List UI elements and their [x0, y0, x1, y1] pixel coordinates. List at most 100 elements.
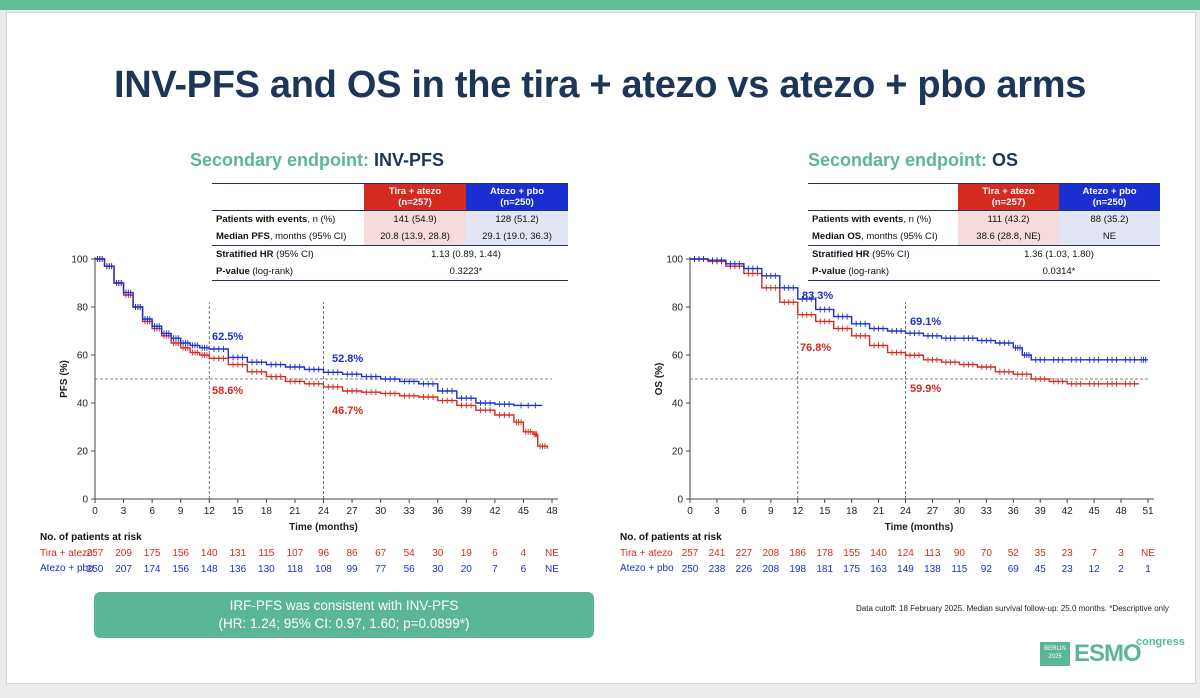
os-x-tick-label: 21: [873, 506, 885, 517]
pfs-risk-tira-value: 107: [286, 548, 304, 559]
pfs-header-atezo: Atezo + pbo (n=250): [466, 183, 568, 211]
pfs-risk-tira-value: 140: [200, 548, 218, 559]
pfs-risk-tira-value: NE: [545, 548, 559, 559]
pfs-risk-atezo-label: Atezo + pbo: [40, 563, 94, 574]
pfs-landmark-label: 58.6%: [212, 385, 243, 397]
pfs-risk-tira-value: 54: [403, 548, 415, 559]
pfs-series-tira-atezo-curve: [95, 258, 548, 449]
irf-pfs-callout: IRF-PFS was consistent with INV-PFS (HR:…: [94, 592, 594, 638]
pfs-y-axis-label: PFS (%): [59, 360, 70, 398]
pfs-x-tick-label: 42: [489, 506, 501, 517]
pfs-risk-tira-value: 209: [115, 548, 132, 559]
pfs-risk-tira-value: 19: [460, 548, 472, 559]
table-row: Median PFS, months (95% CI) 20.8 (13.9, …: [212, 228, 568, 246]
esmo-logo: BERLIN 2025 ESMO congress: [1040, 634, 1185, 668]
os-risk-atezo-value: 45: [1034, 564, 1046, 575]
os-y-axis-label: OS (%): [654, 363, 665, 396]
os-risk-atezo-value: 138: [924, 564, 941, 575]
pfs-risk-tira-value: 257: [86, 548, 104, 559]
os-series-tira-atezo-curve: [690, 258, 1140, 385]
pfs-risk-atezo-value: NE: [545, 564, 559, 575]
os-risk-tira-value: 23: [1061, 548, 1073, 559]
pfs-x-tick-label: 12: [204, 506, 216, 517]
os-risk-atezo-value: 92: [980, 564, 992, 575]
pfs-risk-atezo-value: 56: [403, 564, 415, 575]
pfs-y-tick-label: 40: [77, 399, 89, 410]
pfs-risk-atezo-value: 250: [86, 564, 104, 575]
pfs-header-tira: Tira + atezo (n=257): [364, 183, 466, 211]
pfs-x-tick-label: 48: [546, 506, 558, 517]
os-x-tick-label: 6: [741, 506, 747, 517]
os-y-tick-label: 60: [672, 351, 684, 362]
os-landmark-label: 69.1%: [910, 316, 941, 328]
os-x-tick-label: 36: [1008, 506, 1020, 517]
os-risk-atezo-value: 250: [681, 564, 699, 575]
pfs-x-tick-label: 27: [347, 506, 359, 517]
table-row: Median OS, months (95% CI) 38.6 (28.8, N…: [808, 228, 1160, 246]
pfs-risk-atezo-value: 148: [200, 564, 218, 575]
os-risk-tira-label: Tira + atezo: [620, 548, 673, 559]
os-risk-atezo-value: 163: [870, 564, 887, 575]
os-risk-tira-value: 35: [1034, 548, 1046, 559]
os-x-tick-label: 12: [792, 506, 804, 517]
pfs-risk-tira-value: 96: [317, 548, 330, 559]
pfs-risk-tira-value: 131: [229, 548, 247, 559]
os-landmark-label: 76.8%: [800, 342, 831, 354]
os-risk-tira-value: 52: [1007, 548, 1019, 559]
pfs-risk-atezo-value: 99: [346, 564, 358, 575]
pfs-risk-tira-value: 4: [520, 548, 527, 559]
os-risk-tira-value: 113: [924, 548, 941, 559]
os-y-tick-label: 40: [672, 399, 684, 410]
os-title-prefix: Secondary endpoint:: [808, 150, 988, 170]
pfs-x-axis-label: Time (months): [289, 522, 358, 533]
pfs-landmark-label: 52.8%: [332, 353, 363, 365]
os-x-tick-label: 15: [819, 506, 831, 517]
os-risk-header: No. of patients at risk: [620, 532, 722, 543]
pfs-x-tick-label: 9: [178, 506, 184, 517]
os-risk-tira-value: 178: [816, 548, 834, 559]
pfs-risk-atezo-value: 156: [172, 564, 190, 575]
os-panel-title: Secondary endpoint: OS: [808, 150, 1018, 171]
os-risk-tira-value: 155: [843, 548, 860, 559]
table-row: P-value (log-rank) 0.3223*: [216, 266, 483, 277]
os-risk-atezo-value: 175: [843, 564, 860, 575]
os-x-tick-label: 24: [900, 506, 912, 517]
page-title: INV-PFS and OS in the tira + atezo vs at…: [113, 64, 1087, 106]
table-row: Patients with events, n (%) 111 (43.2) 8…: [808, 210, 1160, 228]
os-y-tick-label: 20: [672, 447, 684, 458]
pfs-risk-atezo-value: 207: [115, 564, 132, 575]
os-y-tick-label: 80: [672, 303, 684, 314]
os-risk-tira-value: 124: [897, 548, 914, 559]
pfs-risk-tira-value: 156: [172, 548, 190, 559]
pfs-y-tick-label: 80: [77, 303, 89, 314]
os-risk-atezo-value: 238: [708, 564, 726, 575]
os-x-tick-label: 48: [1115, 506, 1127, 517]
pfs-risk-atezo-value: 108: [315, 564, 332, 575]
os-x-axis-label: Time (months): [885, 522, 954, 533]
os-x-tick-label: 0: [687, 506, 693, 517]
table-row: Patients with events, n (%) 141 (54.9) 1…: [212, 210, 568, 228]
os-x-tick-label: 3: [714, 506, 720, 517]
pfs-x-tick-label: 36: [432, 506, 444, 517]
os-x-tick-label: 18: [846, 506, 858, 517]
os-risk-tira-value: 70: [980, 548, 992, 559]
pfs-x-tick-label: 0: [92, 506, 98, 517]
pfs-y-tick-label: 0: [82, 495, 88, 506]
os-risk-atezo-value: 12: [1088, 564, 1100, 575]
os-risk-atezo-value: 198: [789, 564, 807, 575]
os-x-tick-label: 42: [1062, 506, 1074, 517]
os-risk-tira-value: 241: [708, 548, 726, 559]
os-risk-tira-value: NE: [1141, 548, 1155, 559]
os-risk-atezo-value: 226: [735, 564, 753, 575]
os-risk-atezo-value: 23: [1061, 564, 1073, 575]
pfs-risk-atezo-value: 136: [229, 564, 247, 575]
pfs-risk-tira-value: 115: [258, 548, 275, 559]
os-risk-atezo-value: 208: [762, 564, 780, 575]
os-risk-tira-value: 7: [1091, 548, 1097, 559]
pfs-y-tick-label: 100: [71, 255, 88, 266]
pfs-risk-atezo-value: 7: [492, 564, 498, 575]
pfs-summary-table: Tira + atezo (n=257) Atezo + pbo (n=250) P…: [212, 183, 568, 282]
pfs-risk-atezo-value: 130: [258, 564, 275, 575]
os-risk-atezo-value: 115: [951, 564, 968, 575]
